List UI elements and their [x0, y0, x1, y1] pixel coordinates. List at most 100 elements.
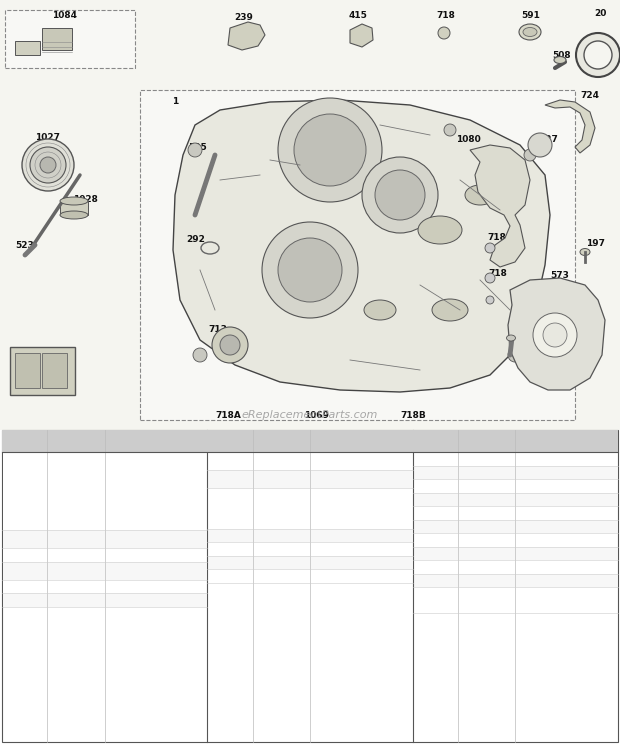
Text: Bushing-Camshaft: Bushing-Camshaft — [518, 455, 589, 464]
Circle shape — [543, 323, 567, 347]
Bar — [10, 347, 75, 395]
Text: 0376.: 0376. — [313, 519, 335, 527]
Text: Gasket-Seal Retainer: Gasket-Seal Retainer — [518, 562, 599, 571]
Ellipse shape — [523, 28, 537, 36]
Text: 821135: 821135 — [60, 582, 92, 591]
Text: PART
NO.: PART NO. — [66, 434, 86, 447]
Bar — [414, 479, 617, 493]
Bar — [208, 488, 412, 528]
Bar — [208, 556, 412, 569]
Text: 523: 523 — [16, 240, 34, 249]
Text: DESCRIPTION: DESCRIPTION — [130, 438, 182, 444]
Text: 820146: 820146 — [471, 508, 502, 517]
Text: 1084: 1084 — [425, 576, 446, 585]
Circle shape — [438, 27, 450, 39]
Circle shape — [30, 147, 66, 183]
Bar — [5, 10, 135, 68]
Bar — [3, 580, 206, 593]
Text: 1084: 1084 — [53, 10, 78, 19]
Text: 820042: 820042 — [471, 595, 502, 604]
Text: 825333: 825333 — [60, 487, 92, 496]
Text: 508: 508 — [552, 51, 571, 60]
Text: Used on Type No(s).: Used on Type No(s). — [313, 511, 389, 520]
Text: 508: 508 — [222, 475, 238, 484]
Bar — [414, 506, 617, 519]
Text: 820144: 820144 — [265, 530, 297, 539]
Text: 693: 693 — [222, 571, 238, 580]
Text: 239: 239 — [17, 582, 32, 591]
Text: 820314: 820314 — [471, 522, 502, 530]
Bar — [15, 353, 40, 388]
Circle shape — [584, 41, 612, 69]
Text: Filter-Oil: Filter-Oil — [518, 522, 551, 530]
Text: 820851: 820851 — [471, 535, 502, 545]
Text: 821073: 821073 — [60, 534, 92, 544]
Bar — [0, 0, 620, 430]
Text: 820102: 820102 — [471, 549, 502, 558]
Bar — [0, 0, 620, 314]
Bar — [15, 41, 40, 55]
Text: 415: 415 — [222, 457, 237, 466]
Text: 718B: 718B — [400, 411, 426, 420]
Circle shape — [262, 222, 358, 318]
Text: PART
NO.: PART NO. — [477, 434, 497, 447]
Bar — [208, 528, 412, 542]
Text: Plug-Welch: Plug-Welch — [108, 551, 149, 559]
Circle shape — [485, 273, 495, 283]
Text: 1080: 1080 — [456, 135, 480, 144]
Bar — [2, 430, 618, 452]
Text: 825027 Cylinder: 825027 Cylinder — [108, 490, 178, 499]
Ellipse shape — [465, 185, 495, 205]
Text: Pin-Locating: Pin-Locating — [518, 495, 565, 504]
Text: 197: 197 — [17, 566, 32, 575]
Text: 718: 718 — [436, 10, 456, 19]
Text: 292: 292 — [17, 595, 32, 604]
Ellipse shape — [554, 57, 566, 63]
Circle shape — [524, 149, 536, 161]
Text: 415: 415 — [348, 10, 368, 19]
Text: Cylinder Assembly: Cylinder Assembly — [108, 453, 179, 462]
Circle shape — [220, 335, 240, 355]
Text: 591: 591 — [521, 10, 541, 19]
Bar — [208, 470, 412, 488]
Text: 127: 127 — [539, 135, 557, 144]
Text: 1069: 1069 — [304, 411, 329, 420]
Text: 523: 523 — [222, 504, 237, 513]
Text: 1028: 1028 — [425, 535, 446, 545]
Text: 525: 525 — [222, 530, 237, 539]
Text: DESCRIPTION: DESCRIPTION — [335, 438, 388, 444]
Text: 724: 724 — [580, 92, 600, 100]
Text: 1: 1 — [22, 487, 27, 496]
Text: 718A: 718A — [424, 481, 446, 490]
Polygon shape — [173, 100, 550, 392]
Text: 820062: 820062 — [471, 481, 502, 490]
Text: (Back Plate): (Back Plate) — [108, 570, 154, 579]
Text: ------ Note -----: ------ Note ----- — [108, 484, 156, 490]
Bar — [208, 542, 412, 556]
Text: Dipstick: Dipstick — [313, 489, 344, 498]
Text: 713: 713 — [208, 326, 228, 335]
Text: 1069: 1069 — [425, 549, 446, 558]
Text: Assembly: Assembly — [108, 498, 144, 507]
Text: Screw: Screw — [313, 471, 336, 480]
Circle shape — [22, 139, 74, 191]
Text: 820170: 820170 — [265, 545, 297, 554]
Bar — [414, 574, 617, 587]
Text: 718A: 718A — [487, 234, 513, 243]
Text: (Crankshaft: (Crankshaft — [518, 595, 564, 604]
Text: 1300: 1300 — [508, 344, 533, 353]
Polygon shape — [470, 145, 530, 267]
Text: 98123100).: 98123100). — [108, 475, 156, 484]
Text: Pin-Locating: Pin-Locating — [518, 468, 565, 477]
Text: 239: 239 — [234, 13, 254, 22]
Text: (Used Before Code: (Used Before Code — [108, 513, 179, 522]
Bar — [42, 353, 67, 388]
Ellipse shape — [418, 216, 462, 244]
Text: 718: 718 — [489, 269, 507, 278]
Text: Bearing Cap): Bearing Cap) — [518, 603, 569, 612]
Text: 693: 693 — [27, 353, 46, 362]
Text: Screw: Screw — [108, 562, 131, 571]
Circle shape — [528, 133, 552, 157]
Bar — [3, 530, 206, 548]
Bar — [42, 28, 72, 50]
